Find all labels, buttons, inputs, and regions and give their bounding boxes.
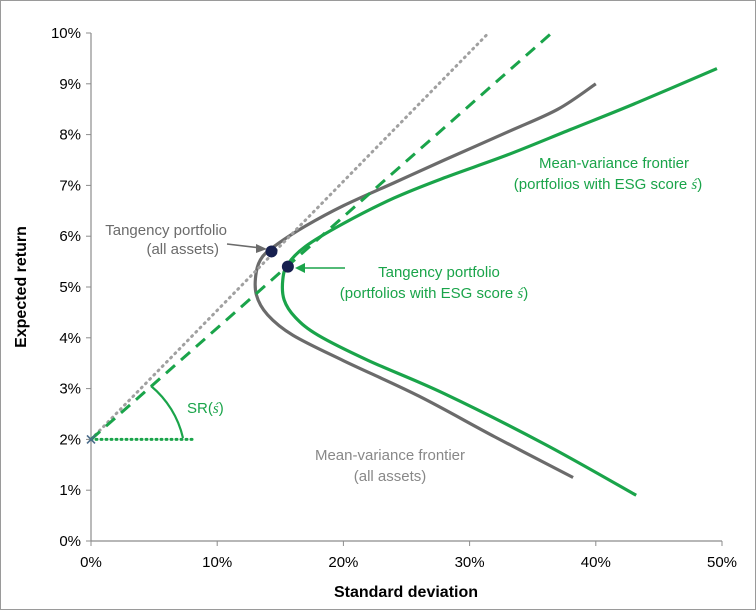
x-tick-label: 10% xyxy=(202,554,232,571)
sharpe-ratio-label: SR(ś) xyxy=(187,400,224,417)
tangency-esg-label-2-text: (portfolios with ESG score xyxy=(340,285,518,302)
y-tick-label: 1% xyxy=(59,482,81,499)
axes xyxy=(86,32,723,546)
y-tick-label: 9% xyxy=(59,76,81,93)
cml-esg-line xyxy=(90,31,553,441)
risk-free-marker xyxy=(86,434,96,444)
tangency-esg-label-1: Tangency portfolio xyxy=(378,264,500,281)
arrow-tangency-esg-head xyxy=(295,263,305,273)
tangency-esg-symbol: ś xyxy=(517,286,524,302)
sharpe-ratio-close: ) xyxy=(219,400,224,417)
arrow-tangency-all xyxy=(226,243,262,249)
annotations: Tangency portfolio (all assets) Tangency… xyxy=(105,155,702,485)
markers xyxy=(86,245,294,444)
tangency-all-label-1: Tangency portfolio xyxy=(105,222,227,239)
x-tick-labels: 0% 10% 20% 30% 40% 50% xyxy=(80,554,737,571)
x-tick-label: 30% xyxy=(455,554,485,571)
frontier-esg-label-2-text: (portfolios with ESG score xyxy=(514,176,692,193)
y-tick-label: 10% xyxy=(51,25,81,42)
frontier-all-label-1: Mean-variance frontier xyxy=(315,447,465,464)
tangency-esg-close: ) xyxy=(523,285,528,302)
y-tick-labels: 0% 1% 2% 3% 4% 5% 6% 7% 8% 9% 10% xyxy=(51,25,81,550)
tangency-all-label-2: (all assets) xyxy=(146,241,219,258)
y-tick-label: 8% xyxy=(59,127,81,144)
sharpe-ratio-symbol: ś xyxy=(213,401,220,417)
y-tick-label: 4% xyxy=(59,330,81,347)
y-tick-label: 3% xyxy=(59,381,81,398)
frontier-esg-label-2: (portfolios with ESG score ś) xyxy=(514,176,702,193)
cml-all-line xyxy=(89,31,491,441)
arrow-tangency-all-head xyxy=(256,244,267,253)
tangency-esg-label-2: (portfolios with ESG score ś) xyxy=(340,285,528,302)
frontier-esg-close: ) xyxy=(697,176,702,193)
y-tick-label: 6% xyxy=(59,228,81,245)
x-axis-title: Standard deviation xyxy=(334,584,478,601)
y-tick-label: 7% xyxy=(59,177,81,194)
frontier-all-line xyxy=(253,82,597,479)
x-tick-label: 0% xyxy=(80,554,102,571)
tangency-point-esg xyxy=(281,260,294,273)
y-tick-label: 2% xyxy=(59,431,81,448)
frontier-esg-line xyxy=(280,67,718,497)
y-tick-label: 0% xyxy=(59,533,81,550)
frontier-esg-label-1: Mean-variance frontier xyxy=(539,155,689,172)
x-tick-label: 20% xyxy=(328,554,358,571)
x-tick-label: 40% xyxy=(581,554,611,571)
y-axis-title: Expected return xyxy=(13,226,30,348)
sharpe-ratio-label-text: SR( xyxy=(187,400,213,417)
frontier-all-label-2: (all assets) xyxy=(354,468,427,485)
frontier-esg-symbol: ś xyxy=(691,177,698,193)
arrows xyxy=(226,243,345,273)
tangency-point-all xyxy=(265,245,278,258)
x-tick-label: 50% xyxy=(707,554,737,571)
sharpe-ratio-arc xyxy=(150,385,185,439)
y-tick-label: 5% xyxy=(59,279,81,296)
